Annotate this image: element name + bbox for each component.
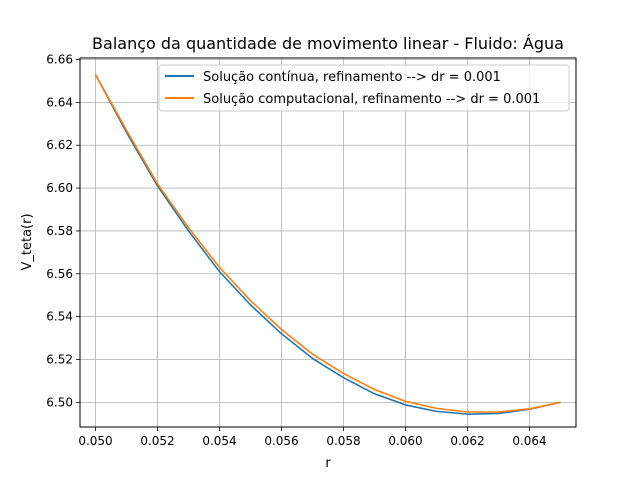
y-tick-label: 6.66	[46, 53, 73, 67]
y-axis-label: V_teta(r)	[20, 213, 35, 270]
x-tick-label: 0.064	[512, 434, 546, 448]
chart-title: Balanço da quantidade de movimento linea…	[92, 34, 564, 53]
y-tick-label: 6.60	[46, 181, 73, 195]
legend: Solução contínua, refinamento --> dr = 0…	[158, 64, 570, 112]
x-tick-label: 0.056	[264, 434, 298, 448]
legend-label-continuous: Solução contínua, refinamento --> dr = 0…	[203, 70, 501, 85]
y-axis-ticks: 6.50 6.52 6.54 6.56 6.58 6.60 6.62 6.64 6.66	[46, 53, 80, 409]
plot-series	[94, 74, 561, 415]
series-line-continuous	[94, 74, 561, 415]
grid-lines	[80, 58, 576, 427]
legend-box	[158, 64, 570, 112]
legend-label-computational: Solução computacional, refinamento --> d…	[203, 92, 540, 107]
y-tick-label: 6.56	[46, 267, 73, 281]
y-tick-label: 6.64	[46, 95, 73, 109]
x-tick-label: 0.054	[202, 434, 236, 448]
x-axis-label: r	[325, 456, 331, 471]
x-axis-ticks: 0.050 0.052 0.054 0.056 0.058 0.060 0.062 0.064	[78, 427, 547, 448]
x-tick-label: 0.062	[450, 434, 484, 448]
y-tick-label: 6.54	[46, 310, 73, 324]
plot-area-frame	[79, 57, 577, 428]
x-tick-label: 0.058	[326, 434, 360, 448]
series-line-computational	[94, 74, 561, 413]
x-tick-label: 0.050	[78, 434, 112, 448]
x-tick-label: 0.052	[140, 434, 174, 448]
y-tick-label: 6.50	[46, 395, 73, 409]
y-tick-label: 6.62	[46, 138, 73, 152]
y-tick-label: 6.52	[46, 353, 73, 367]
y-tick-label: 6.58	[46, 224, 73, 238]
x-tick-label: 0.060	[388, 434, 422, 448]
